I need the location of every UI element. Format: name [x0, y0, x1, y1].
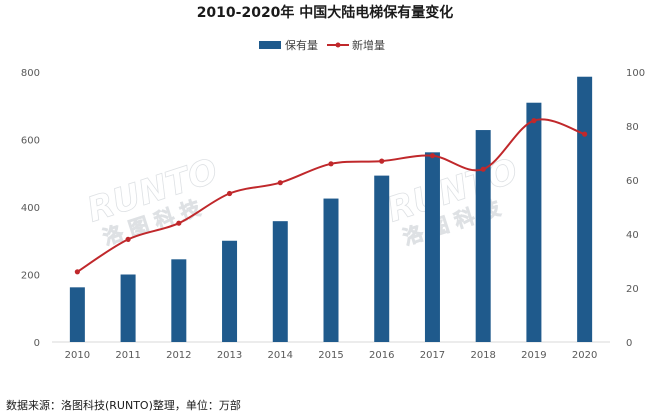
line-point-2018: [480, 166, 486, 172]
line-point-2012: [176, 220, 182, 226]
right-tick-label: 40: [626, 230, 639, 241]
left-tick-label: 800: [21, 68, 40, 79]
line-point-2016: [379, 158, 385, 164]
x-tick-label: 2010: [65, 350, 90, 361]
bar-2015: [323, 198, 339, 342]
x-axis: 2010 2011 2012 2013 2014 2015 2016 2017 2018 2019…: [65, 350, 598, 361]
left-axis: 0 200 400 600 800: [21, 68, 40, 349]
right-axis: 0 20 40 60 80 100: [626, 68, 645, 349]
x-tick-label: 2011: [115, 350, 140, 361]
bar-2014: [272, 221, 288, 342]
line-point-2013: [226, 190, 233, 197]
bar-series: [69, 76, 593, 343]
bar-2010: [69, 287, 85, 342]
legend: 保有量 新增量: [259, 38, 385, 52]
legend-line-label: 新增量: [352, 38, 385, 52]
bar-2013: [222, 240, 238, 342]
left-tick-label: 400: [21, 203, 40, 214]
right-tick-label: 80: [626, 122, 639, 133]
right-tick-label: 100: [626, 68, 645, 79]
bar-2020: [577, 76, 593, 342]
bar-2017: [424, 152, 440, 342]
line-point-2019: [531, 118, 537, 124]
x-tick-label: 2015: [318, 350, 343, 361]
x-tick-label: 2016: [369, 350, 394, 361]
bar-2012: [171, 259, 187, 342]
line-point-2015: [328, 161, 334, 167]
x-tick-label: 2020: [572, 350, 597, 361]
x-tick-label: 2018: [470, 350, 495, 361]
legend-bar-swatch: [259, 41, 281, 49]
line-point-2014: [277, 180, 283, 186]
legend-bar-label: 保有量: [285, 38, 318, 52]
left-tick-label: 200: [21, 271, 40, 282]
right-tick-label: 0: [626, 338, 632, 349]
bar-2018: [475, 130, 491, 342]
right-tick-label: 60: [626, 176, 639, 187]
legend-line-marker: [335, 42, 341, 48]
line-point-2011: [125, 236, 131, 242]
line-point-2020: [582, 131, 588, 137]
line-point-2017: [429, 153, 436, 159]
bar-2019: [526, 102, 542, 343]
line-series: [74, 118, 588, 275]
bar-2016: [374, 175, 390, 342]
x-tick-label: 2019: [521, 350, 546, 361]
right-tick-label: 20: [626, 284, 639, 295]
line-point-2010: [74, 269, 80, 275]
x-tick-label: 2017: [420, 350, 445, 361]
left-tick-label: 0: [34, 338, 40, 349]
x-tick-label: 2013: [217, 350, 242, 361]
x-tick-label: 2014: [268, 350, 293, 361]
x-tick-label: 2012: [166, 350, 191, 361]
source-note: 数据来源：洛图科技(RUNTO)整理，单位：万部: [6, 398, 241, 412]
left-tick-label: 600: [21, 136, 40, 147]
chart-title: 2010-2020年 中国大陆电梯保有量变化: [197, 4, 454, 21]
bar-2011: [120, 274, 136, 342]
